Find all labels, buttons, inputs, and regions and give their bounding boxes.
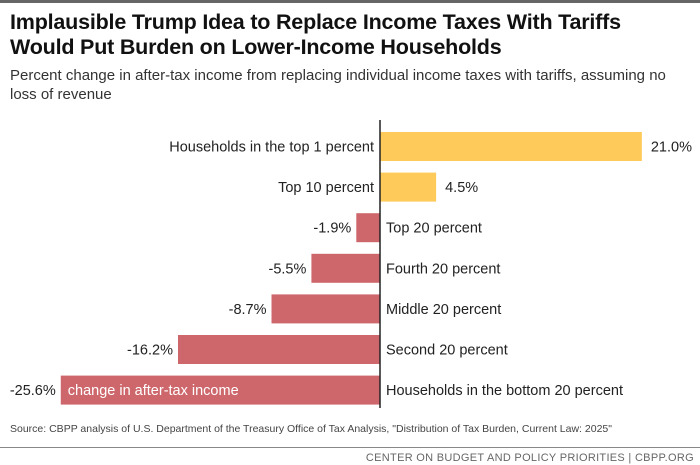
- source-note: Source: CBPP analysis of U.S. Department…: [10, 423, 612, 435]
- value-label-3: -5.5%: [269, 261, 307, 277]
- credit-line: CENTER ON BUDGET AND POLICY PRIORITIES |…: [365, 452, 694, 464]
- value-label-4: -8.7%: [229, 302, 267, 318]
- bar-annotation: change in after-tax income: [68, 383, 239, 399]
- category-label-2: Top 20 percent: [386, 221, 482, 237]
- category-label-6: Households in the bottom 20 percent: [386, 383, 623, 399]
- top-rule: [0, 0, 700, 3]
- category-label-5: Second 20 percent: [386, 343, 508, 359]
- value-label-5: -16.2%: [127, 343, 173, 359]
- bar-6: [60, 375, 380, 405]
- chart-subtitle: Percent change in after-tax income from …: [10, 67, 666, 103]
- value-label-6: -25.6%: [10, 383, 56, 399]
- bar-5: [177, 335, 380, 364]
- value-label-0: 21.0%: [651, 140, 692, 156]
- bar-0: [380, 132, 642, 161]
- value-label-1: 4.5%: [445, 180, 478, 196]
- bar-1: [380, 172, 437, 202]
- category-label-0: Households in the top 1 percent: [169, 140, 374, 156]
- bar-3: [311, 253, 380, 283]
- category-label-3: Fourth 20 percent: [386, 261, 500, 277]
- bottom-rule: [0, 447, 700, 448]
- bar-4: [271, 294, 380, 324]
- bar-chart: Households in the top 1 percent 21.0% Top …: [10, 120, 692, 408]
- category-label-1: Top 10 percent: [278, 180, 374, 196]
- category-label-4: Middle 20 percent: [386, 302, 501, 318]
- value-label-2: -1.9%: [313, 221, 351, 237]
- bar-2: [356, 213, 380, 243]
- chart-title: Implausible Trump Idea to Replace Income…: [10, 10, 621, 59]
